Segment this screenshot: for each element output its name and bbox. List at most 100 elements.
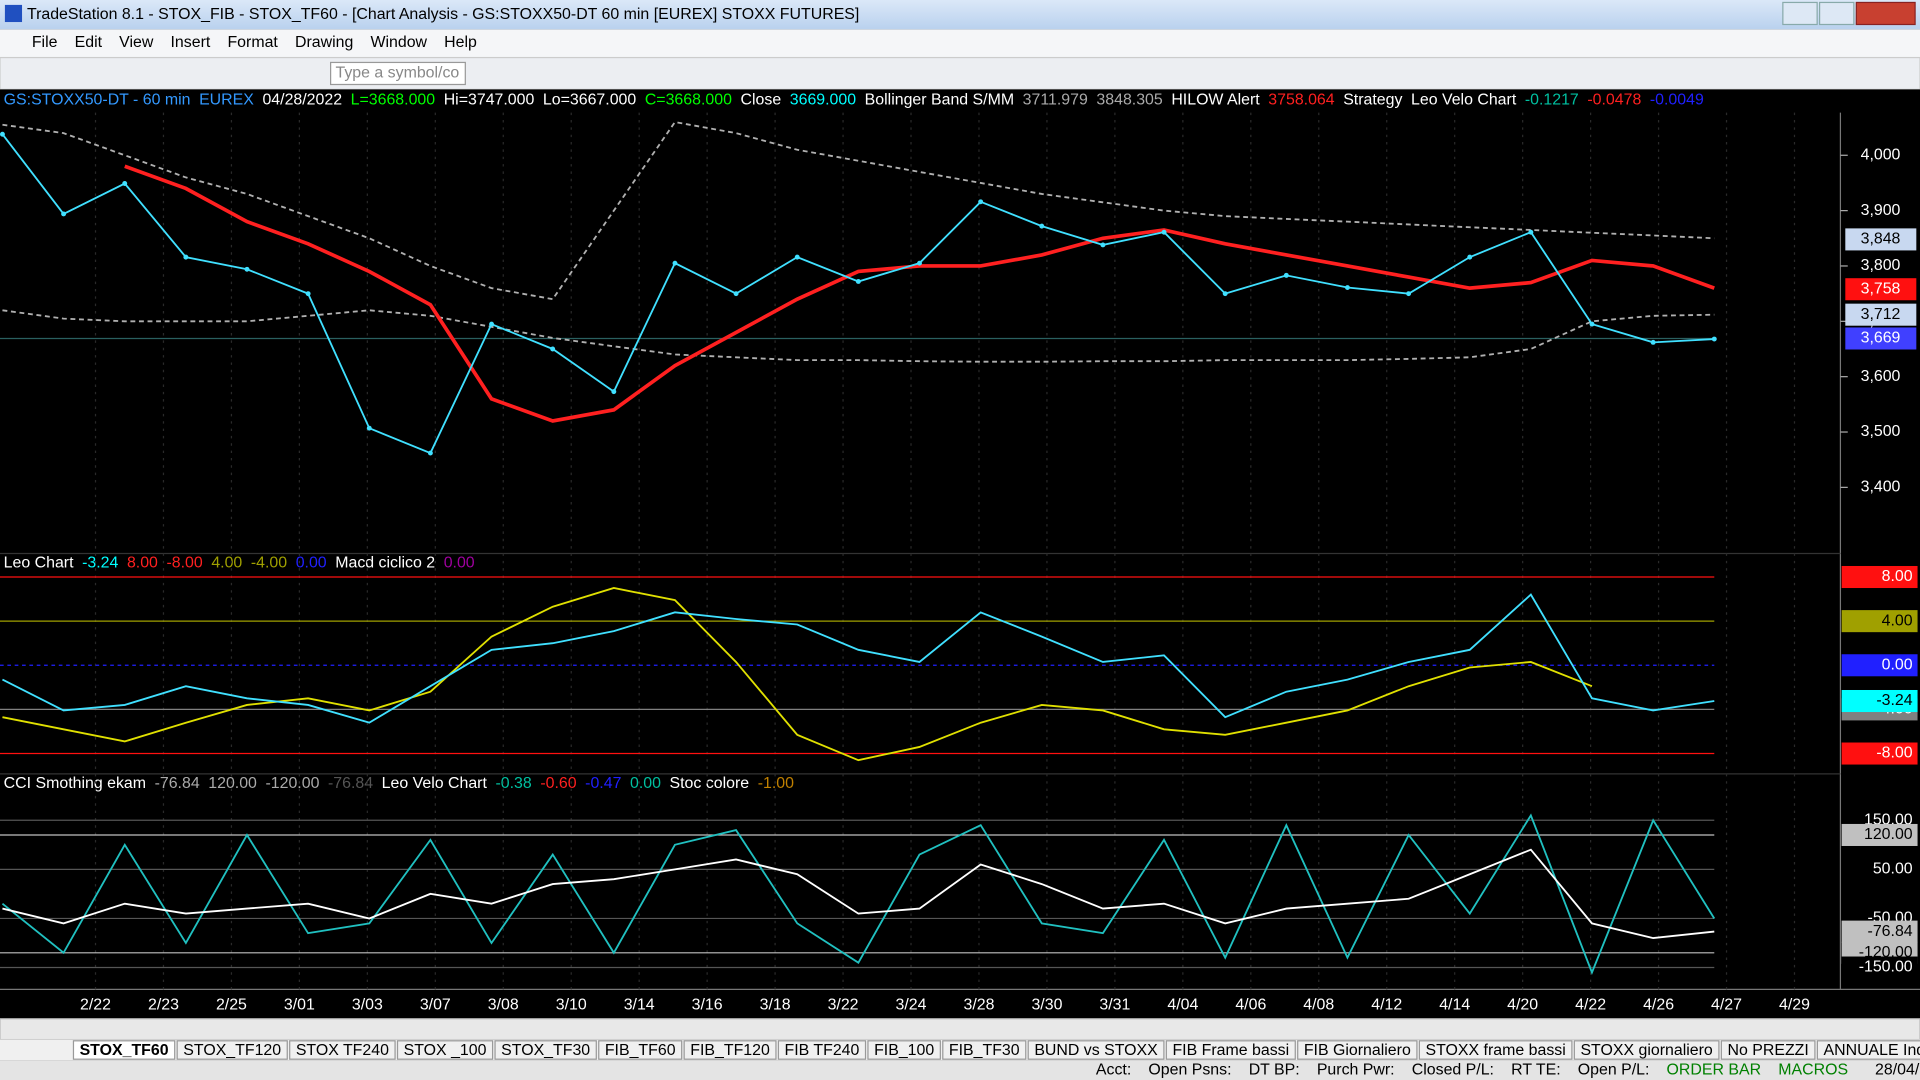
series-line [1,813,1716,975]
level-box [1841,654,1918,677]
date-label: 4/27 [1711,997,1742,1014]
chart-header: Bollinger Band S/MM [865,92,1014,109]
sheet-tab[interactable]: BUND vs STOXX [1034,1042,1158,1059]
tab-frame [1297,1040,1418,1060]
menu-item[interactable]: Drawing [295,34,353,51]
status-item: Closed P/L: [1412,1061,1494,1078]
price-point [1467,254,1473,260]
status-item: Open P/L: [1578,1061,1650,1078]
menu-item[interactable]: View [119,34,154,51]
date-label: 3/18 [760,997,791,1014]
tab-frame [942,1040,1027,1060]
sheet-tab[interactable]: FIB Frame bassi [1172,1042,1289,1059]
chart-header: -0.0049 [1650,92,1704,109]
level-label: 8.00 [1882,568,1913,585]
chart-header: 3669.000 [790,92,856,109]
price-point [244,266,250,272]
price-point [733,291,739,297]
chart-header: 3848.305 [1096,92,1162,109]
level-box [1841,610,1918,633]
series-line [2,587,1593,762]
pane-header: -0.47 [585,775,621,792]
price-point [1589,321,1595,327]
menu-item[interactable]: Edit [75,34,103,51]
price-point [1283,272,1289,278]
date-label: 3/28 [963,997,994,1014]
sheet-tab[interactable]: STOX_TF60 [80,1042,169,1059]
sheet-tab[interactable]: ANNUALE Indici [1823,1042,1920,1059]
price-point [305,291,311,297]
date-label: 3/30 [1031,997,1062,1014]
price-point [1222,291,1228,297]
sheet-tab[interactable]: FIB Giornaliero [1304,1042,1411,1059]
sheet-tab[interactable]: FIB_TF120 [690,1042,770,1059]
price-point [1711,336,1717,342]
menu-bar [0,29,1920,58]
status-item: 28/04/2022 16:34 [1875,1061,1920,1078]
current-value-label: -3.24 [1876,692,1912,709]
price-marker-label: 3,758 [1861,280,1901,297]
chart-header: 3758.064 [1268,92,1334,109]
menu-item[interactable]: Format [227,34,278,51]
price-point [366,425,372,431]
price-point [1528,229,1534,235]
pane-header: -0.38 [495,775,531,792]
sheet-tab[interactable]: STOXX giornaliero [1580,1042,1712,1059]
sheet-tab[interactable]: No PREZZI [1727,1042,1808,1059]
chart-header: L=3668.000 [351,92,436,109]
sheet-tab[interactable]: FIB TF240 [785,1042,860,1059]
chart-header: Lo=3667.000 [543,92,636,109]
price-point [0,131,5,137]
current-value-box [1841,689,1918,713]
price-point [1406,291,1412,297]
toolbar [0,56,1920,90]
level-label: 50.00 [1873,861,1913,878]
y-tick-label: 3,900 [1861,202,1901,219]
pane-header: 0.00 [444,554,475,571]
price-marker-label: 3,848 [1861,231,1901,248]
price-point [794,254,800,260]
sheet-tab[interactable]: STOX TF240 [296,1042,389,1059]
price-point [1039,223,1045,229]
sheet-tab[interactable]: STOX_TF120 [183,1042,281,1059]
close-button[interactable] [1855,1,1916,26]
price-point [489,321,494,327]
tab-frame [1720,1040,1816,1060]
chart-header: 04/28/2022 [262,92,342,109]
menu-item[interactable]: File [32,34,58,51]
title-bar [0,0,1920,30]
date-label: 4/04 [1167,997,1198,1014]
menu-item[interactable]: Insert [171,34,211,51]
sheet-tab[interactable]: FIB_TF60 [605,1042,676,1059]
price-point [917,260,922,266]
pane-header: -4.00 [251,554,287,571]
level-box [1841,956,1918,979]
status-item: MACROS [1778,1061,1848,1078]
date-label: 3/22 [828,997,859,1014]
price-marker [1845,228,1917,251]
sheet-tab[interactable]: FIB_TF30 [949,1042,1020,1059]
window-title: TradeStation 8.1 - STOX_FIB - STOX_TF60 … [27,6,859,23]
tab-frame [1573,1040,1720,1060]
menu-item[interactable]: Help [444,34,477,51]
sheet-tab[interactable]: FIB_100 [874,1042,934,1059]
minimize-button[interactable] [1782,1,1818,26]
pane-header: -8.00 [166,554,202,571]
sheet-tab[interactable]: STOX _100 [404,1042,487,1059]
level-box [1841,742,1918,765]
app-icon [4,4,23,23]
menu-item[interactable]: Window [370,34,427,51]
level-label: 4.00 [1882,612,1913,629]
date-label: 2/23 [148,997,179,1014]
scrollbar[interactable] [0,1018,1920,1041]
symbol-input[interactable] [330,61,466,86]
date-label: 4/22 [1575,997,1606,1014]
level-label: -150.00 [1859,959,1913,976]
level-label: -8.00 [1876,745,1912,762]
sheet-tab[interactable]: STOXX frame bassi [1426,1042,1566,1059]
maximize-button[interactable] [1818,1,1855,26]
sheet-tab[interactable]: STOX_TF30 [501,1042,590,1059]
chart-header: Strategy [1343,92,1402,109]
y-tick-label: 3,800 [1861,257,1901,274]
